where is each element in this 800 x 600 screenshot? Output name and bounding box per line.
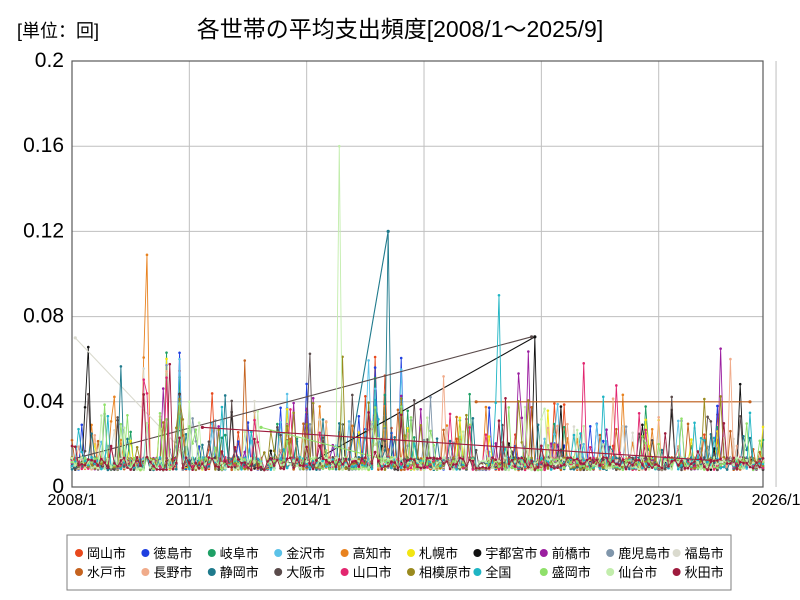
svg-text:札幌市: 札幌市 [419,546,458,561]
svg-text:金沢市: 金沢市 [286,546,325,561]
svg-text:岡山市: 岡山市 [87,546,126,561]
svg-text:2011/1: 2011/1 [165,492,213,509]
svg-text:仙台市: 仙台市 [618,565,657,580]
svg-text:前橋市: 前橋市 [552,546,591,561]
svg-text:秋田市: 秋田市 [685,565,724,580]
svg-text:盛岡市: 盛岡市 [552,565,591,580]
svg-text:0.08: 0.08 [23,305,64,328]
svg-text:水戸市: 水戸市 [87,565,126,580]
svg-text:高知市: 高知市 [353,546,392,561]
svg-text:徳島市: 徳島市 [153,546,192,561]
svg-text:全国: 全国 [485,565,511,580]
svg-text:0.16: 0.16 [23,134,64,157]
svg-text:大阪市: 大阪市 [286,565,325,580]
svg-text:2023/1: 2023/1 [634,492,683,509]
svg-text:静岡市: 静岡市 [220,565,259,580]
svg-text:2020/1: 2020/1 [517,492,566,509]
svg-text:鹿児島市: 鹿児島市 [618,546,670,561]
svg-text:2008/1: 2008/1 [48,492,97,509]
svg-text:2014/1: 2014/1 [282,492,331,509]
svg-text:福島市: 福島市 [685,546,724,561]
svg-text:岐阜市: 岐阜市 [220,546,259,561]
svg-text:相模原市: 相模原市 [419,565,471,580]
svg-text:0.2: 0.2 [35,49,64,72]
svg-text:0.04: 0.04 [23,390,64,413]
svg-text:2017/1: 2017/1 [400,492,449,509]
svg-text:長野市: 長野市 [153,565,192,580]
svg-text:宇都宮市: 宇都宮市 [485,546,537,561]
svg-text:2026/1: 2026/1 [752,492,800,509]
svg-text:山口市: 山口市 [353,565,392,580]
svg-text:0.12: 0.12 [23,219,64,242]
